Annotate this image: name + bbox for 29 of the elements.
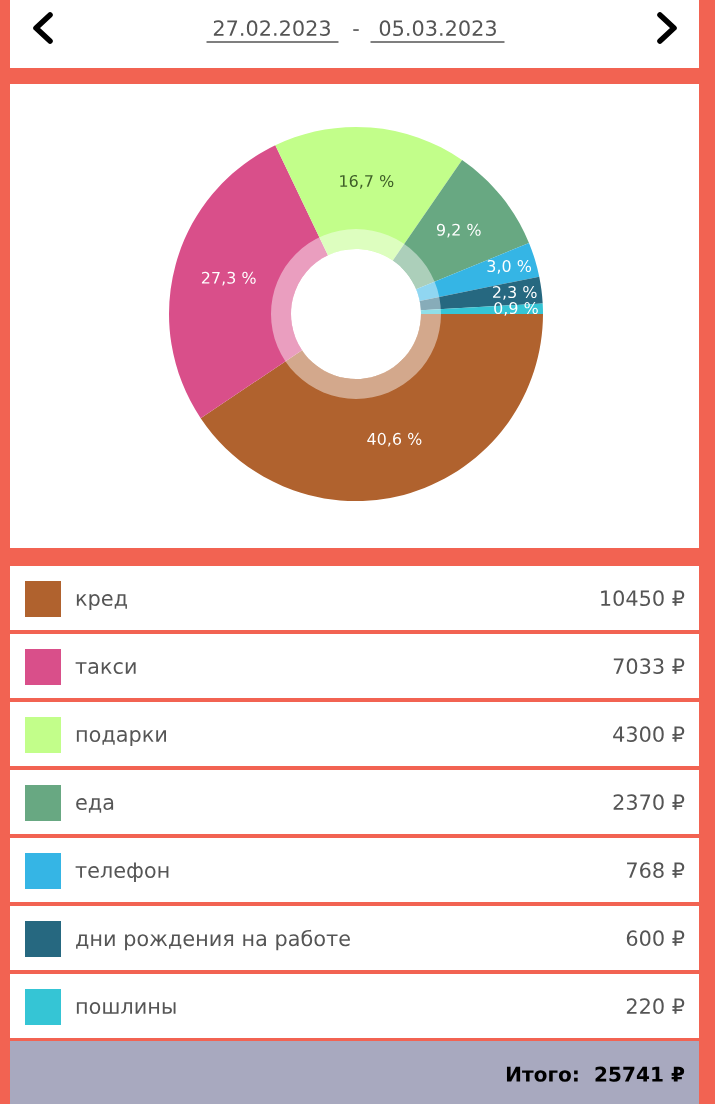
data-label: 2,3 % — [493, 286, 537, 300]
legend-label: такси — [75, 662, 136, 675]
text: - — [353, 29, 359, 31]
text: Итого: 25741 ₽ — [506, 1066, 685, 1082]
legend-label: еда — [76, 798, 114, 813]
donut-slice — [416, 242, 540, 302]
text: 768 ₽ — [627, 862, 685, 879]
legend-label: подарки — [76, 730, 166, 747]
text: 220 ₽ — [626, 998, 685, 1015]
legend-label: дни рождения на работе — [76, 929, 350, 951]
data-label: 40,6 % — [367, 432, 422, 447]
legend-label: пошлины — [76, 1002, 176, 1015]
data-label: 16,7 % — [340, 174, 394, 189]
text: 27.02.2023 — [213, 20, 330, 37]
donut-slice — [169, 145, 328, 419]
donut-slice — [275, 127, 463, 261]
legend-label: телефон — [75, 862, 169, 883]
text: 05.03.2023 — [379, 20, 496, 37]
text: 4300 ₽ — [613, 726, 685, 743]
text: 600 ₽ — [626, 930, 685, 947]
text: 10450 ₽ — [601, 590, 685, 607]
text: 7033 ₽ — [613, 658, 685, 675]
data-label: 0,9 % — [494, 302, 538, 316]
data-label: 9,2 % — [436, 223, 481, 238]
donut-slice — [200, 314, 543, 501]
data-label: 3,0 % — [487, 259, 532, 274]
legend-label: кред — [76, 594, 127, 611]
data-label: 27,3 % — [201, 271, 256, 286]
text: 2370 ₽ — [613, 794, 685, 811]
